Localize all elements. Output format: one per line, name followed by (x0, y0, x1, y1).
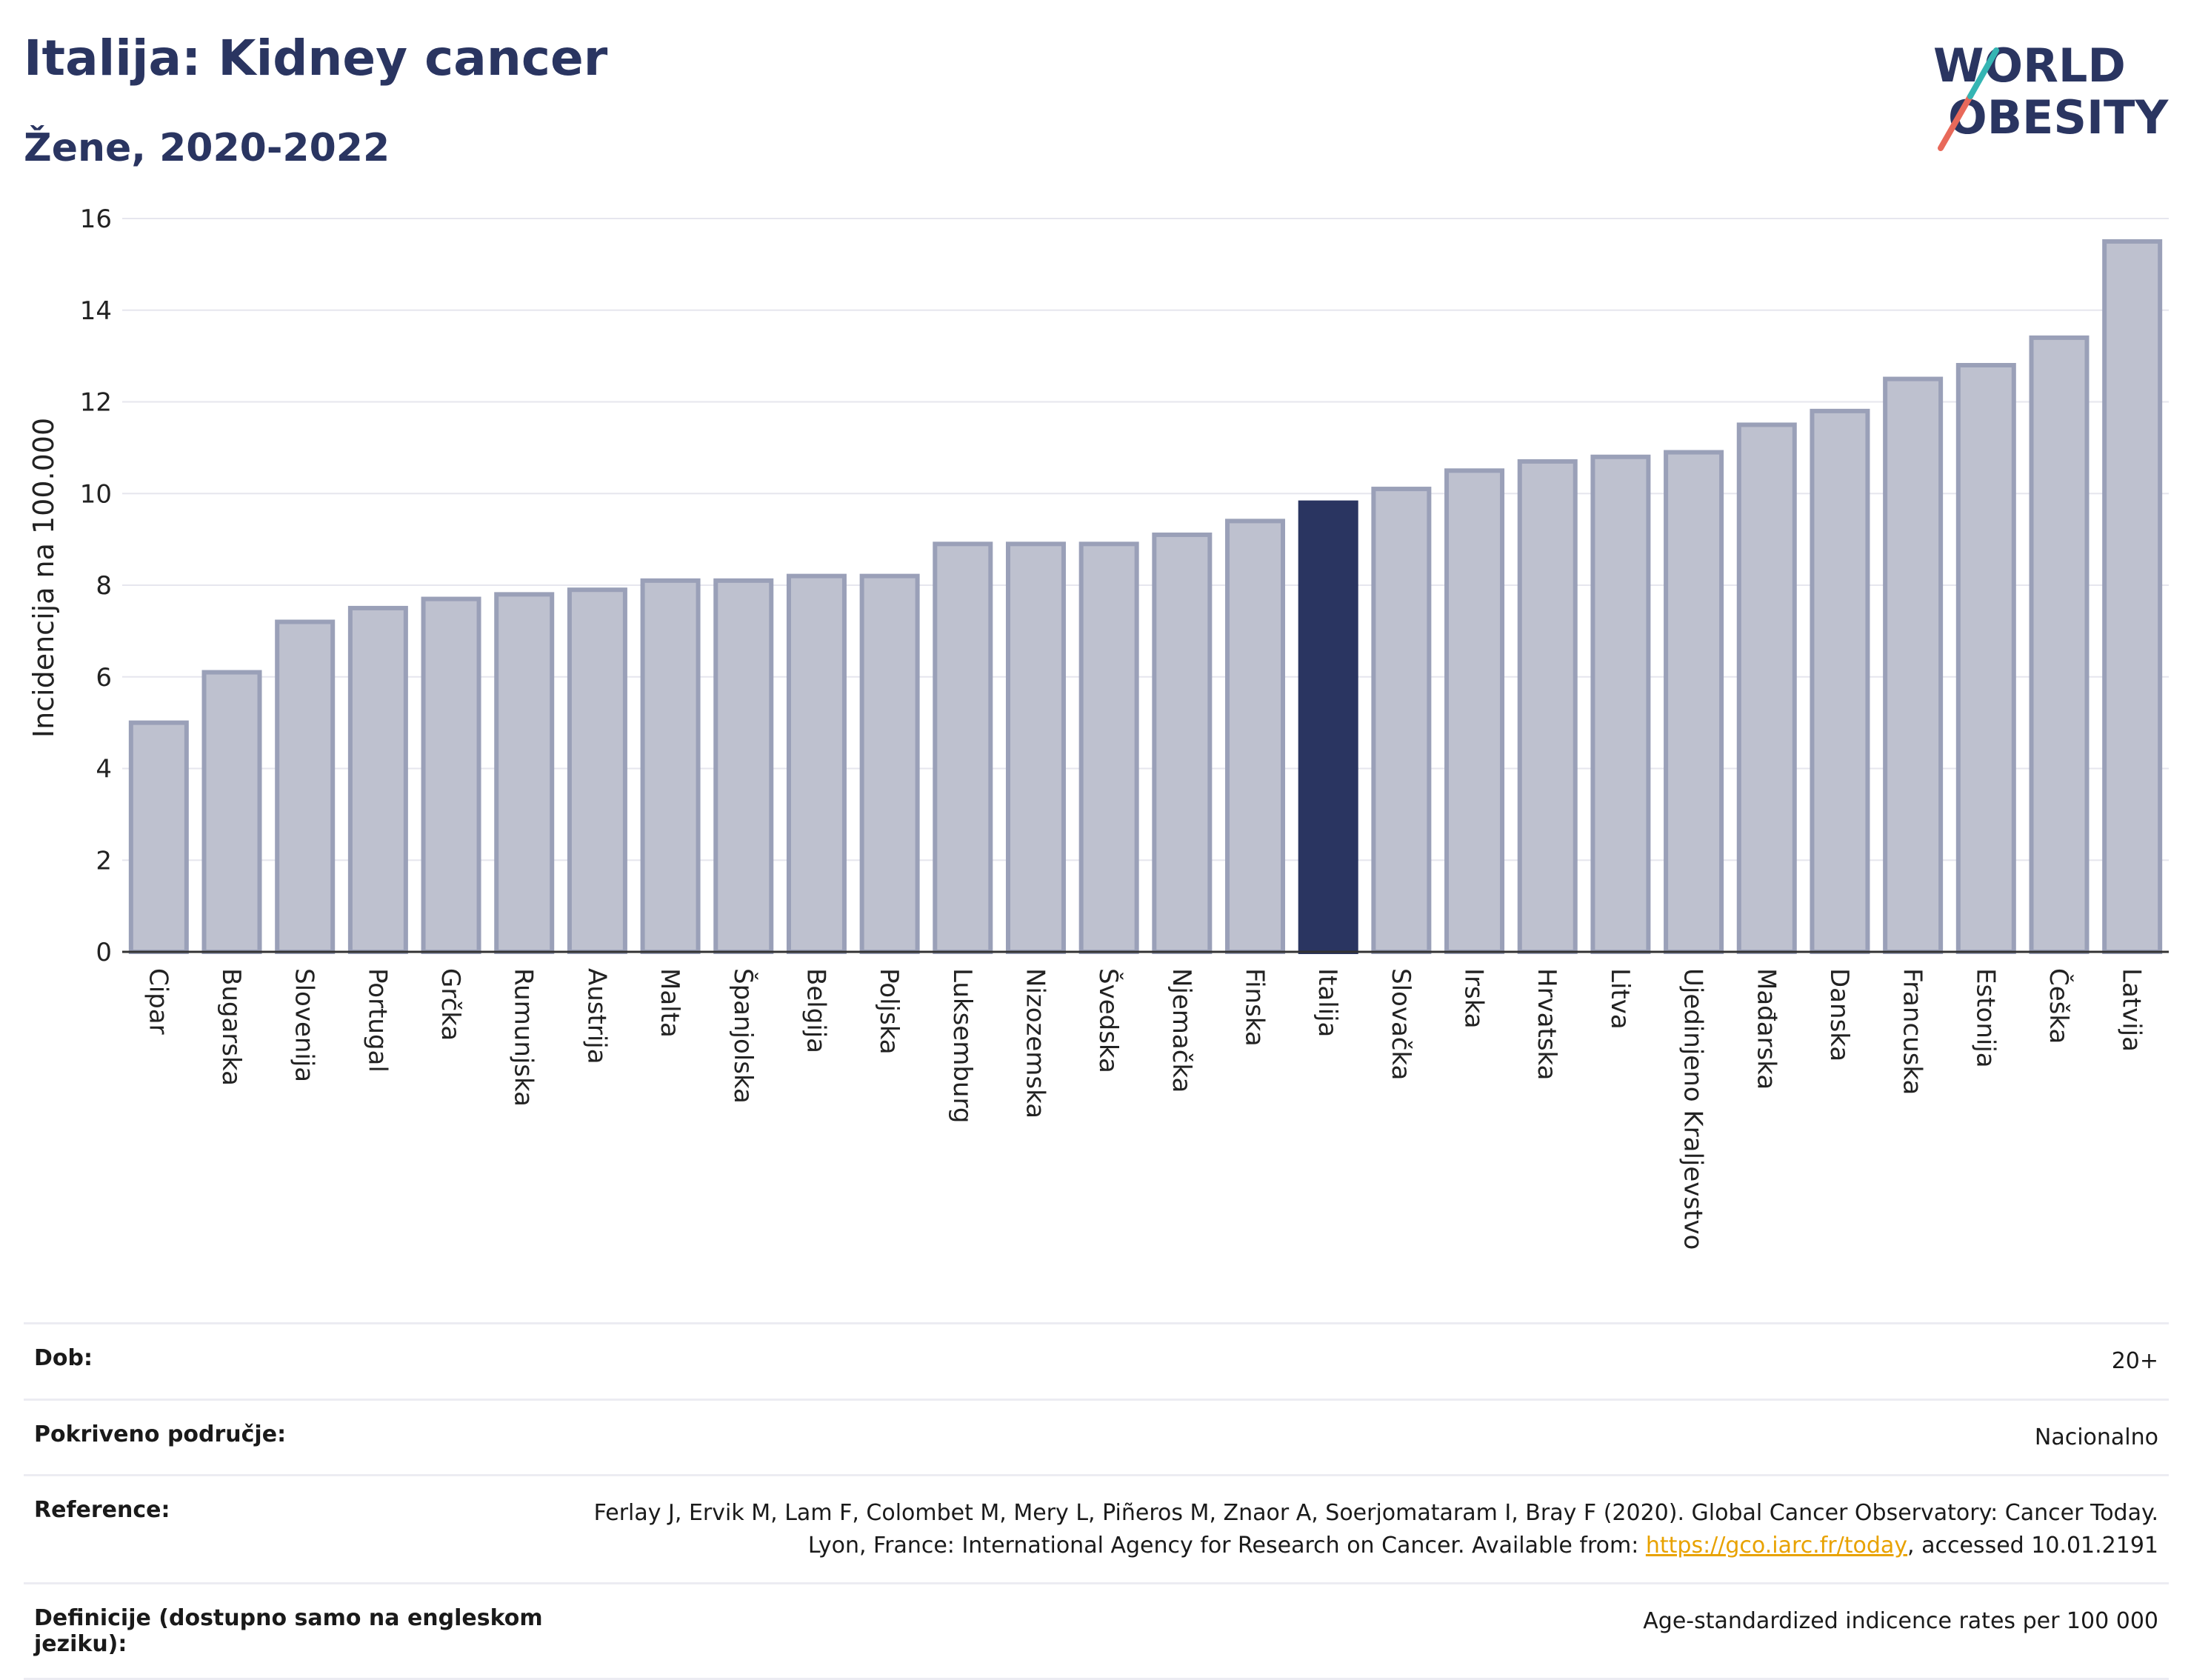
bar-rumunjska (494, 592, 555, 954)
info-table: Dob: 20+ Pokriveno područje: Nacionalno … (24, 1322, 2169, 1680)
x-tick-label: Hrvatska (1532, 968, 1561, 1080)
bar-portugal (347, 605, 408, 954)
bar-poljska (859, 573, 920, 954)
bar-chart: 0 2 4 6 8 10 12 14 16 Cipar Bugarska Slovenija Port… (27, 204, 2169, 1250)
bars (128, 239, 2163, 954)
x-tick-label: Češka (2044, 968, 2074, 1044)
y-tick-labels: 0 2 4 6 8 10 12 14 16 (80, 204, 112, 967)
x-tick-label: Mađarska (1751, 968, 1781, 1090)
x-tick-label: Italija (1313, 968, 1342, 1037)
x-tick-label: Danska (1824, 968, 1854, 1061)
y-axis-label: Incidencija na 100.000 (27, 418, 60, 738)
info-row-definition: Definicije (dostupno samo na engleskom j… (24, 1582, 2169, 1680)
bar-malta (640, 578, 701, 954)
bar-ujedinjeno-kraljevstvo (1664, 450, 1724, 954)
y-tick-label: 10 (80, 479, 112, 509)
age-label: Dob: (34, 1345, 93, 1371)
world-obesity-logo: WORLD OBESITY (1933, 39, 2169, 151)
logo-line2: OBESITY (1948, 90, 2169, 144)
x-tick-label: Poljska (874, 968, 904, 1055)
x-tick-label: Slovačka (1386, 968, 1415, 1080)
bar-grčka (421, 596, 481, 954)
bar-njemačka (1152, 532, 1213, 954)
chart-subtitle: Žene, 2020-2022 (24, 126, 390, 170)
y-tick-label: 4 (96, 755, 112, 784)
x-tick-label: Njemačka (1167, 968, 1196, 1093)
x-tick-label: Finska (1240, 968, 1270, 1047)
reference-text: Ferlay J, Ervik M, Lam F, Colombet M, Me… (593, 1500, 2158, 1559)
x-tick-label: Irska (1459, 968, 1489, 1029)
x-tick-label: Slovenija (290, 968, 319, 1082)
x-tick-label: Cipar (143, 968, 173, 1035)
coverage-label: Pokriveno područje: (34, 1421, 287, 1447)
bar-belgija (786, 573, 847, 954)
bar-italija (1298, 500, 1358, 954)
bar-finska (1225, 519, 1286, 954)
bar-bugarska (201, 670, 262, 954)
x-tick-label: Malta (655, 968, 684, 1038)
x-tick-label: Luksemburg (947, 968, 977, 1123)
x-tick-label: Švedska (1093, 968, 1124, 1073)
bar-latvija (2102, 239, 2163, 954)
bar-francuska (1883, 376, 1944, 954)
bar-austrija (567, 587, 627, 954)
x-tick-label: Estonija (1970, 968, 2000, 1068)
info-row-coverage: Pokriveno područje: Nacionalno (24, 1398, 2169, 1475)
logo-line1: WORLD (1933, 39, 2126, 93)
bar-češka (2029, 335, 2090, 954)
bar-cipar (128, 720, 189, 954)
x-tick-label: Latvija (2117, 968, 2147, 1052)
reference-suffix: , accessed 10.01.2191 (1907, 1532, 2158, 1559)
bar-slovačka (1371, 487, 1432, 954)
reference-value: Ferlay J, Ervik M, Lam F, Colombet M, Me… (567, 1497, 2158, 1561)
coverage-value: Nacionalno (2034, 1424, 2158, 1450)
x-tick-label: Litva (1605, 968, 1635, 1030)
x-tick-label: Ujedinjeno Kraljevstvo (1678, 968, 1708, 1250)
x-tick-label: Grčka (436, 968, 465, 1041)
bar-španjolska (713, 578, 774, 954)
x-tick-label: Austrija (581, 968, 611, 1064)
y-tick-label: 12 (80, 388, 112, 418)
y-tick-label: 16 (80, 204, 112, 234)
bar-nizozemska (1005, 541, 1066, 954)
info-row-age: Dob: 20+ (24, 1322, 2169, 1399)
x-tick-label: Belgija (801, 968, 830, 1053)
x-tick-label: Portugal (362, 968, 392, 1073)
definition-value: Age-standardized indicence rates per 100… (1643, 1608, 2158, 1634)
bar-danska (1810, 408, 1870, 954)
info-row-reference: Reference: Ferlay J, Ervik M, Lam F, Col… (24, 1474, 2169, 1582)
x-tick-label: Rumunjska (509, 968, 538, 1107)
y-tick-label: 2 (96, 846, 112, 876)
bar-mađarska (1736, 422, 1797, 954)
y-tick-label: 6 (96, 663, 112, 693)
x-tick-label: Španjolska (728, 968, 758, 1104)
bar-estonija (1955, 363, 2016, 954)
x-tick-label: Francuska (1898, 968, 1927, 1095)
bar-litva (1590, 454, 1651, 954)
bar-švedska (1078, 541, 1139, 954)
bar-hrvatska (1517, 459, 1578, 954)
y-tick-label: 14 (80, 296, 112, 326)
x-tick-label: Bugarska (216, 968, 246, 1086)
x-tick-labels: Cipar Bugarska Slovenija Portugal Grčka Rumun… (143, 968, 2146, 1250)
y-tick-label: 0 (96, 938, 112, 967)
bar-irska (1444, 468, 1505, 954)
reference-label: Reference: (34, 1497, 170, 1523)
age-value: 20+ (2111, 1348, 2158, 1374)
x-tick-label: Nizozemska (1020, 968, 1050, 1119)
chart-title: Italija: Kidney cancer (24, 30, 608, 87)
bar-luksemburg (933, 541, 993, 954)
bar-slovenija (275, 619, 336, 954)
reference-link[interactable]: https://gco.iarc.fr/today (1645, 1532, 1908, 1559)
y-tick-label: 8 (96, 571, 112, 601)
definition-label: Definicije (dostupno samo na engleskom j… (34, 1605, 543, 1657)
